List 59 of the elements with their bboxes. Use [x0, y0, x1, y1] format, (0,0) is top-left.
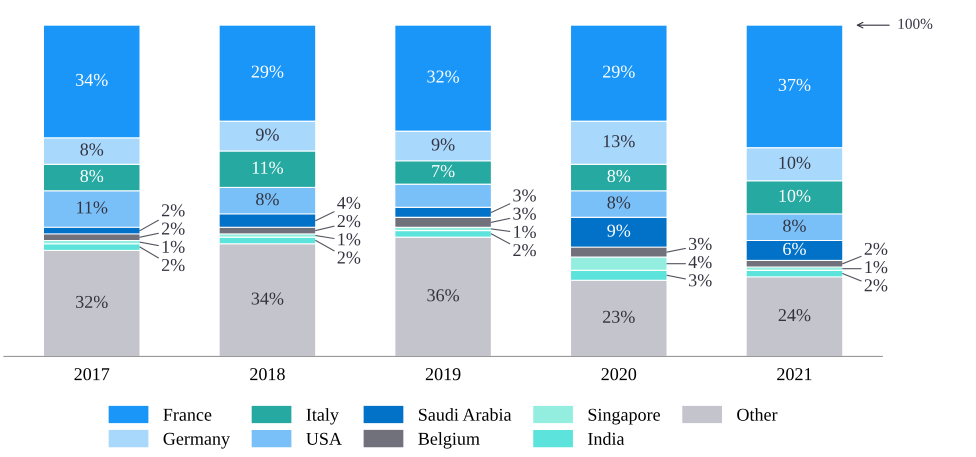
data-label: 36% — [427, 289, 460, 302]
legend-label: France — [163, 408, 212, 421]
data-label: 10% — [780, 190, 810, 202]
data-label: 3% — [689, 274, 712, 286]
data-label: 11% — [77, 201, 108, 214]
x-tick-label: 2020 — [602, 368, 636, 380]
data-label: 1% — [162, 240, 185, 253]
data-label: 37% — [778, 78, 810, 92]
data-label: 29% — [603, 66, 635, 78]
data-label: 29% — [252, 66, 284, 78]
data-label: 8% — [256, 193, 279, 206]
legend-label: Saudi Arabia — [419, 408, 512, 421]
data-label: 24% — [778, 309, 810, 322]
x-tick-label: 2019 — [426, 368, 460, 380]
data-label: 8% — [80, 143, 104, 156]
data-label: 4% — [688, 256, 712, 268]
x-tick-label: 2018 — [250, 368, 285, 380]
data-label: 2% — [338, 251, 360, 264]
data-label: 3% — [513, 189, 536, 202]
data-label: 32% — [427, 70, 460, 83]
data-label: 32% — [76, 296, 108, 308]
data-label: 2% — [338, 215, 360, 228]
data-label: 8% — [607, 170, 630, 182]
data-label: 2% — [864, 279, 888, 292]
data-label: 1% — [865, 260, 888, 274]
data-label: 3% — [513, 208, 536, 220]
data-label: 11% — [252, 162, 284, 174]
legend-label: Germany — [164, 432, 230, 449]
data-label: 23% — [603, 310, 635, 323]
data-label: 2% — [162, 204, 185, 216]
data-label: 2% — [162, 258, 185, 272]
x-tick-label: 2021 — [777, 368, 812, 380]
data-label: 1% — [338, 233, 360, 246]
data-label: 13% — [604, 135, 635, 148]
data-label: 6% — [783, 242, 806, 256]
data-label: 2% — [162, 222, 185, 235]
data-label: 34% — [252, 292, 284, 305]
data-label: 9% — [607, 224, 630, 237]
data-label: 8% — [783, 220, 806, 232]
text: 100% — [898, 18, 932, 30]
data-label: 8% — [607, 196, 630, 209]
x-tick-label: 2017 — [74, 368, 110, 380]
data-label: 2% — [864, 242, 888, 256]
data-label: 8% — [80, 170, 104, 182]
data-label: 4% — [337, 196, 360, 210]
legend-label: Italy — [306, 408, 339, 425]
data-label: 9% — [432, 138, 455, 151]
data-label: 2% — [513, 244, 536, 256]
data-label: 10% — [780, 156, 810, 169]
legend-label: Singapore — [588, 408, 660, 425]
data-label: 9% — [256, 128, 279, 141]
data-label: 7% — [432, 164, 455, 178]
legend-label: India — [588, 432, 624, 445]
legend-label: Other — [737, 408, 778, 421]
legend-label: USA — [306, 432, 342, 445]
data-label: 3% — [689, 238, 712, 250]
data-label: 1% — [514, 226, 536, 238]
legend-label: Belgium — [418, 432, 480, 449]
data-label: 34% — [76, 74, 108, 86]
